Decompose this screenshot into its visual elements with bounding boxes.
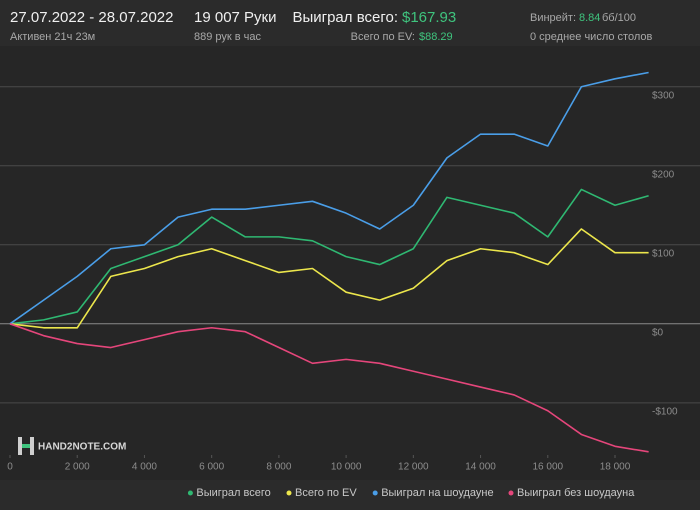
ev-value: $88.29 <box>419 31 453 43</box>
x-tick-label: 18 000 <box>600 462 631 473</box>
legend-label: Всего по EV <box>295 487 357 499</box>
hands: 19 007 Руки <box>194 9 277 26</box>
series-line <box>9 228 649 329</box>
active-time: Активен 21ч 23м <box>10 31 95 43</box>
hands-per-hour: 889 рук в час <box>194 31 262 43</box>
legend-label: Выиграл на шоудауне <box>381 487 493 499</box>
x-tick-label: 12 000 <box>398 462 429 473</box>
ev-label: Всего по EV: <box>351 31 415 43</box>
won-label: Выиграл всего: <box>292 9 398 26</box>
y-tick-label: -$100 <box>652 406 678 417</box>
y-tick-label: $200 <box>652 169 675 180</box>
y-tick-label: $300 <box>652 90 675 101</box>
x-tick-label: 16 000 <box>532 462 563 473</box>
plot-background <box>0 46 700 480</box>
y-tick-label: $0 <box>652 327 664 338</box>
x-tick-label: 14 000 <box>465 462 496 473</box>
watermark: HAND2NOTE.COM <box>38 442 126 453</box>
legend-swatch <box>187 490 193 496</box>
winrate-unit: бб/100 <box>602 12 636 24</box>
tables: 0 среднее число столов <box>530 31 652 43</box>
series-line <box>9 188 649 325</box>
x-tick-label: 8 000 <box>266 462 291 473</box>
winrate-label: Винрейт: <box>530 12 576 24</box>
legend-swatch <box>286 490 292 496</box>
legend-swatch <box>372 490 378 496</box>
x-tick-label: 0 <box>7 462 13 473</box>
winrate-value: 8.84 <box>579 12 600 24</box>
legend-label: Выиграл всего <box>196 487 270 499</box>
x-tick-label: 2 000 <box>65 462 90 473</box>
legend-label: Выиграл без шоудауна <box>517 487 635 499</box>
x-tick-label: 6 000 <box>199 462 224 473</box>
watermark-logo <box>18 437 34 455</box>
x-tick-label: 4 000 <box>132 462 157 473</box>
legend-swatch <box>508 490 514 496</box>
series-line <box>9 71 649 325</box>
date-range: 27.07.2022 - 28.07.2022 <box>10 9 173 26</box>
y-tick-label: $100 <box>652 248 675 259</box>
series-line <box>9 323 649 453</box>
x-tick-label: 10 000 <box>331 462 362 473</box>
won-value: $167.93 <box>402 9 456 26</box>
